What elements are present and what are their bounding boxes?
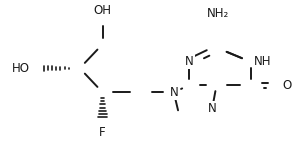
Text: OH: OH [93, 4, 111, 17]
Text: N: N [185, 55, 194, 68]
Text: NH₂: NH₂ [207, 7, 229, 20]
Text: O: O [283, 79, 292, 92]
Text: F: F [99, 126, 106, 139]
Text: NH: NH [254, 55, 272, 68]
Text: N: N [169, 86, 178, 99]
Text: N: N [208, 102, 217, 115]
Text: HO: HO [12, 62, 30, 75]
